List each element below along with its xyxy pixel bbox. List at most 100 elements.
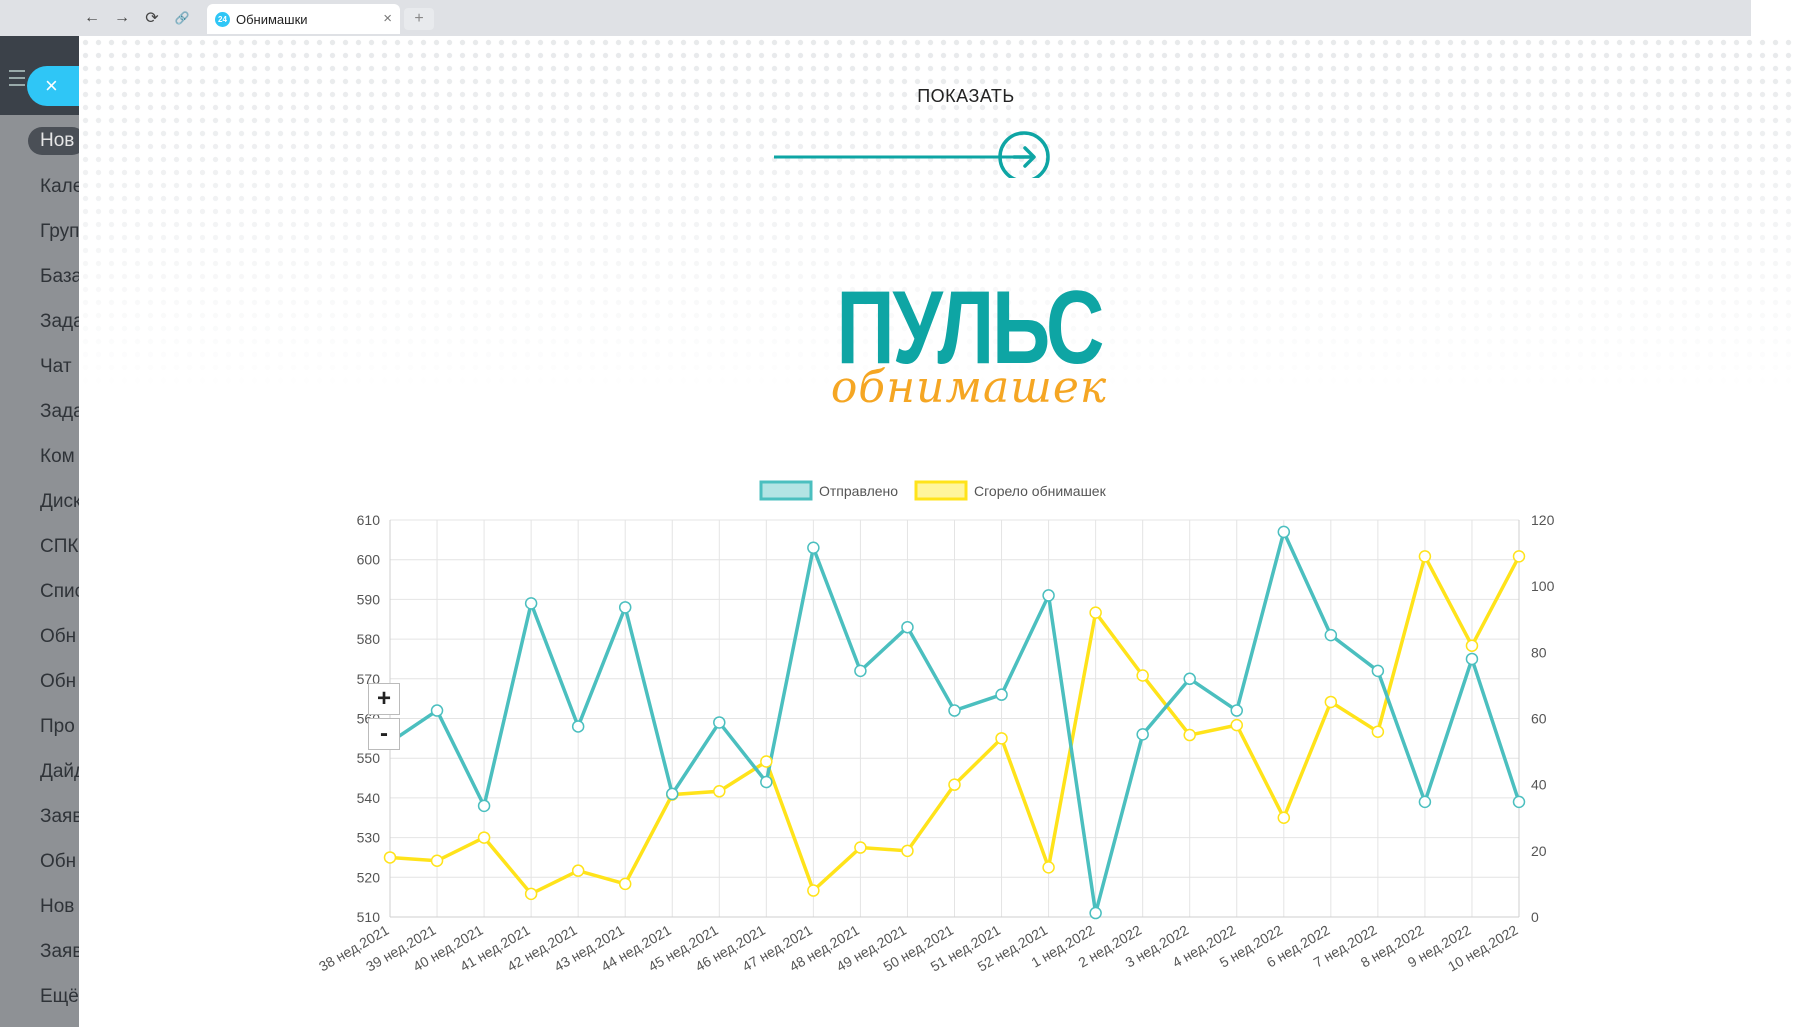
sidebar-item[interactable]: Дайд	[40, 761, 79, 782]
data-point	[995, 688, 1008, 701]
y-left-tick-label: 520	[357, 869, 381, 885]
sidebar-item[interactable]: Зада	[40, 401, 79, 422]
sidebar-item[interactable]: Нов	[28, 127, 79, 155]
data-point	[1277, 525, 1291, 539]
data-point	[477, 831, 491, 844]
new-tab-button[interactable]: +	[404, 8, 434, 30]
data-point	[995, 732, 1008, 745]
data-point	[1371, 725, 1385, 738]
back-icon[interactable]: ←	[84, 9, 100, 26]
browser-toolbar: ← → ⟳ 🔗 24 Обнимашки × +	[0, 0, 1793, 36]
browser-tab[interactable]: 24 Обнимашки ×	[207, 4, 400, 34]
toolbar-edge	[1751, 0, 1793, 36]
sidebar-item[interactable]: Нов	[40, 896, 75, 917]
sidebar-item[interactable]: База	[40, 266, 79, 287]
data-point	[1465, 652, 1479, 666]
data-point	[618, 601, 632, 614]
sidebar-item[interactable]: Заяв	[40, 941, 79, 962]
y-left-tick-label: 510	[357, 909, 381, 925]
sidebar-item[interactable]: Про	[40, 716, 75, 737]
data-point	[383, 851, 397, 864]
data-point	[1042, 861, 1055, 874]
data-point	[1089, 906, 1102, 920]
y-right-tick-label: 120	[1531, 512, 1555, 528]
data-point	[430, 704, 444, 717]
data-point	[1230, 704, 1243, 717]
sidebar-item[interactable]: Обн	[40, 626, 77, 647]
data-point	[1418, 795, 1432, 809]
legend-swatch	[759, 480, 813, 501]
data-point	[1042, 589, 1055, 602]
data-point	[1324, 628, 1338, 642]
data-point	[713, 716, 726, 729]
data-point	[1183, 728, 1196, 742]
sidebar-item[interactable]: Спис	[40, 581, 79, 602]
data-point	[901, 620, 914, 634]
sidebar-item[interactable]: Заяв	[40, 806, 79, 827]
data-point	[1183, 672, 1196, 686]
data-point	[1465, 639, 1479, 652]
logo-title: ПУЛЬС	[836, 270, 1104, 386]
y-left-tick-label: 610	[357, 512, 381, 528]
sidebar-item[interactable]: Обн	[40, 851, 77, 872]
bitrix24-icon: 24	[215, 12, 230, 27]
data-point	[618, 877, 632, 891]
y-left-tick-label: 580	[357, 631, 381, 647]
data-point	[524, 597, 538, 610]
sidebar-item[interactable]: СПК	[40, 536, 79, 557]
legend-label: Сгорело обнимашек	[974, 483, 1107, 499]
slider-panel: ПОКАЗАТЬ ПУЛЬС обнимашек 610 600 590 580 570…	[79, 36, 1793, 1027]
data-point	[948, 778, 961, 791]
hamburger-icon[interactable]	[9, 70, 25, 86]
arrow-right-icon[interactable]	[774, 122, 1054, 178]
data-point	[854, 841, 867, 854]
data-point	[1371, 664, 1385, 678]
data-point	[760, 775, 773, 789]
data-point	[807, 884, 820, 897]
tab-title: Обнимашки	[236, 12, 308, 27]
forward-icon[interactable]: →	[114, 9, 130, 26]
sidebar-item[interactable]: Чат	[40, 356, 72, 377]
data-point	[901, 844, 914, 858]
data-point	[713, 785, 726, 798]
y-right-tick-label: 40	[1531, 777, 1547, 793]
show-button-label[interactable]: ПОКАЗАТЬ	[917, 86, 1015, 106]
data-point	[477, 799, 491, 813]
left-menu: × Нов Кале Груп База Зада Чат Зада Ком Диск СПК Сп…	[0, 36, 79, 1027]
y-left-tick-label: 550	[357, 750, 381, 766]
link-icon[interactable]: 🔗	[174, 11, 190, 25]
zoom-out-button[interactable]: -	[368, 718, 400, 750]
data-point	[807, 541, 820, 555]
sidebar-item[interactable]: Ещё	[40, 986, 79, 1007]
y-left-tick-label: 570	[357, 671, 381, 687]
y-right-tick-label: 100	[1531, 578, 1555, 594]
sidebar-item[interactable]: Ком	[40, 446, 75, 467]
data-point	[571, 864, 585, 877]
sidebar-item[interactable]: Диск	[40, 491, 79, 512]
y-right-tick-label: 60	[1531, 711, 1547, 727]
y-left-tick-label: 600	[357, 552, 381, 568]
sidebar-item[interactable]: Груп	[40, 221, 79, 242]
sidebar-item[interactable]: Зада	[40, 311, 79, 332]
data-point	[1230, 718, 1243, 732]
data-point	[524, 887, 538, 901]
data-point	[1512, 795, 1526, 809]
close-icon[interactable]: ×	[383, 10, 392, 27]
data-point	[1418, 550, 1432, 563]
close-slider-button[interactable]: ×	[27, 66, 79, 106]
data-point	[430, 854, 444, 868]
y-left-tick-label: 530	[357, 830, 381, 846]
data-point	[854, 664, 867, 678]
legend-swatch	[914, 480, 968, 501]
data-point	[1512, 550, 1526, 563]
logo-subtitle: обнимашек	[830, 362, 1108, 413]
y-left-tick-label: 590	[357, 591, 381, 607]
reload-icon[interactable]: ⟳	[145, 10, 159, 27]
data-point	[1136, 728, 1149, 741]
pulse-chart: 6106005905805705605505405305205101201008…	[316, 480, 1555, 975]
sidebar-item[interactable]: Кале	[40, 176, 79, 197]
zoom-in-button[interactable]: +	[368, 683, 400, 715]
y-right-tick-label: 20	[1531, 843, 1547, 859]
sidebar-item[interactable]: Обн	[40, 671, 77, 692]
y-left-tick-label: 540	[357, 790, 381, 806]
